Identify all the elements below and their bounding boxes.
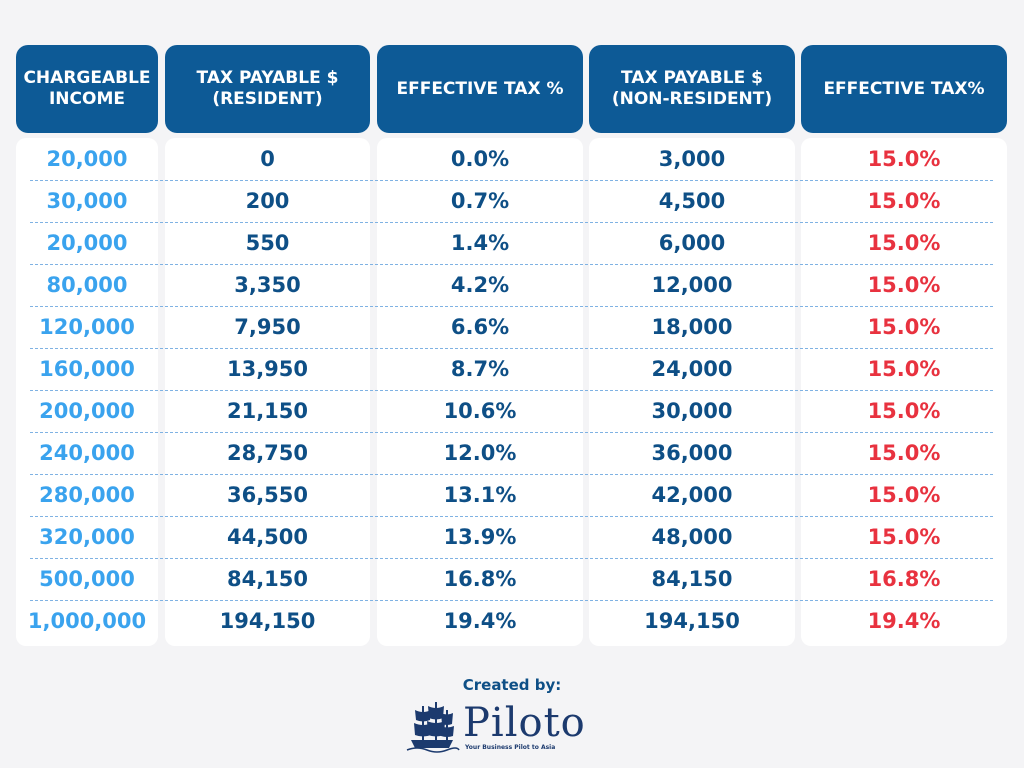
cell-effective-tax-nonresident: 15.0% — [867, 189, 941, 213]
cell-effective-tax-nonresident: 16.8% — [867, 567, 941, 591]
cell-chargeable-income: 200,000 — [39, 399, 135, 423]
cell-chargeable-income: 240,000 — [39, 441, 135, 465]
cell-chargeable-income: 120,000 — [39, 315, 135, 339]
cell-effective-tax-resident: 1.4% — [450, 231, 510, 255]
cell-tax-payable-resident: 550 — [245, 231, 290, 255]
row-divider — [30, 558, 993, 559]
header-tax-payable-resident: TAX PAYABLE $ (RESIDENT) — [165, 45, 370, 133]
cell-effective-tax-resident: 4.2% — [450, 273, 510, 297]
cell-effective-tax-nonresident: 15.0% — [867, 525, 941, 549]
cell-tax-payable-nonresident: 30,000 — [651, 399, 733, 423]
cell-effective-tax-nonresident: 15.0% — [867, 231, 941, 255]
cell-tax-payable-resident: 200 — [245, 189, 290, 213]
header-tax-payable-nonresident: TAX PAYABLE $ (NON-RESIDENT) — [589, 45, 795, 133]
cell-tax-payable-resident: 84,150 — [226, 567, 309, 591]
cell-effective-tax-nonresident: 15.0% — [867, 357, 941, 381]
cell-tax-payable-nonresident: 24,000 — [651, 357, 733, 381]
cell-effective-tax-resident: 0.0% — [450, 147, 510, 171]
cell-tax-payable-nonresident: 3,000 — [658, 147, 726, 171]
cell-tax-payable-resident: 36,550 — [226, 483, 309, 507]
cell-tax-payable-nonresident: 4,500 — [658, 189, 726, 213]
cell-tax-payable-resident: 28,750 — [226, 441, 309, 465]
cell-tax-payable-resident: 0 — [260, 147, 275, 171]
cell-effective-tax-resident: 8.7% — [450, 357, 510, 381]
cell-effective-tax-resident: 13.1% — [443, 483, 517, 507]
cell-effective-tax-nonresident: 15.0% — [867, 441, 941, 465]
cell-chargeable-income: 80,000 — [46, 273, 128, 297]
created-by-label: Created by: — [462, 676, 562, 694]
cell-tax-payable-nonresident: 6,000 — [658, 231, 726, 255]
cell-chargeable-income: 160,000 — [39, 357, 135, 381]
cell-effective-tax-nonresident: 15.0% — [867, 315, 941, 339]
row-divider — [30, 264, 993, 265]
header-effective-tax-resident: EFFECTIVE TAX % — [377, 45, 583, 133]
ship-icon — [406, 702, 460, 753]
cell-tax-payable-resident: 44,500 — [226, 525, 309, 549]
header-chargeable-income: CHARGEABLE INCOME — [16, 45, 158, 133]
cell-effective-tax-nonresident: 15.0% — [867, 147, 941, 171]
cell-tax-payable-nonresident: 194,150 — [644, 609, 740, 633]
cell-tax-payable-resident: 21,150 — [226, 399, 309, 423]
cell-effective-tax-resident: 16.8% — [443, 567, 517, 591]
row-divider — [30, 222, 993, 223]
cell-effective-tax-nonresident: 15.0% — [867, 399, 941, 423]
row-divider — [30, 390, 993, 391]
cell-effective-tax-resident: 0.7% — [450, 189, 510, 213]
cell-tax-payable-resident: 194,150 — [219, 609, 316, 633]
cell-tax-payable-nonresident: 18,000 — [651, 315, 733, 339]
cell-tax-payable-resident: 13,950 — [226, 357, 309, 381]
cell-chargeable-income: 20,000 — [46, 147, 128, 171]
cell-effective-tax-nonresident: 19.4% — [867, 609, 941, 633]
cell-tax-payable-resident: 7,950 — [234, 315, 301, 339]
cell-effective-tax-resident: 19.4% — [443, 609, 517, 633]
cell-tax-payable-nonresident: 48,000 — [651, 525, 733, 549]
cell-chargeable-income: 30,000 — [46, 189, 128, 213]
cell-chargeable-income: 500,000 — [39, 567, 135, 591]
cell-effective-tax-resident: 13.9% — [443, 525, 517, 549]
cell-effective-tax-nonresident: 15.0% — [867, 273, 941, 297]
row-divider — [30, 348, 993, 349]
row-divider — [30, 306, 993, 307]
logo-wordmark: Piloto — [463, 700, 586, 746]
cell-effective-tax-resident: 10.6% — [443, 399, 517, 423]
cell-tax-payable-nonresident: 12,000 — [651, 273, 733, 297]
row-divider — [30, 516, 993, 517]
cell-tax-payable-resident: 3,350 — [234, 273, 301, 297]
row-divider — [30, 180, 993, 181]
piloto-logo: Piloto Your Business Pilot to Asia — [403, 700, 586, 756]
cell-chargeable-income: 20,000 — [46, 231, 128, 255]
cell-chargeable-income: 320,000 — [39, 525, 135, 549]
cell-tax-payable-nonresident: 84,150 — [651, 567, 733, 591]
cell-chargeable-income: 1,000,000 — [27, 609, 147, 633]
cell-tax-payable-nonresident: 36,000 — [651, 441, 733, 465]
row-divider — [30, 600, 993, 601]
row-divider — [30, 432, 993, 433]
cell-effective-tax-resident: 6.6% — [450, 315, 510, 339]
row-divider — [30, 474, 993, 475]
logo-tagline: Your Business Pilot to Asia — [465, 744, 556, 751]
cell-tax-payable-nonresident: 42,000 — [651, 483, 733, 507]
cell-effective-tax-resident: 12.0% — [443, 441, 517, 465]
cell-effective-tax-nonresident: 15.0% — [867, 483, 941, 507]
cell-chargeable-income: 280,000 — [39, 483, 135, 507]
header-effective-tax-nonresident: EFFECTIVE TAX% — [801, 45, 1007, 133]
